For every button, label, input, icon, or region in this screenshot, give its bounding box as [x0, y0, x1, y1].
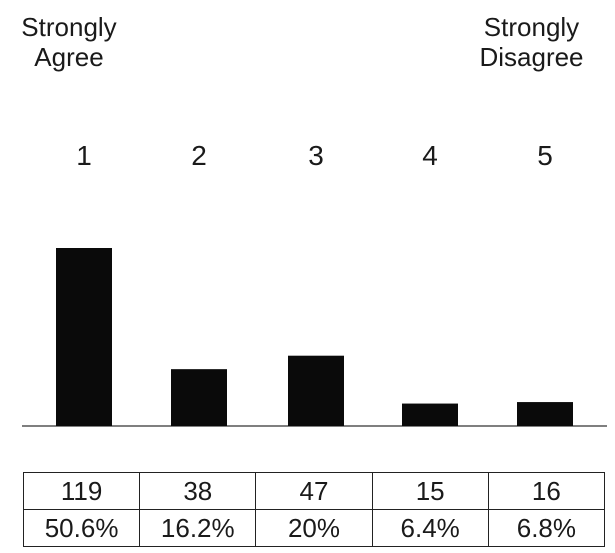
percent-cell-4: 6.4% — [371, 509, 489, 547]
count-cell-2: 38 — [139, 472, 257, 510]
scale-number-5: 5 — [537, 140, 553, 171]
strongly-disagree-line1: Strongly — [483, 12, 580, 42]
count-row: 119 38 47 15 16 — [22, 472, 606, 510]
bar-3 — [288, 355, 344, 426]
percent-cell-2: 16.2% — [139, 509, 257, 547]
percent-cell-3: 20% — [255, 509, 373, 547]
count-cell-3: 47 — [255, 472, 373, 510]
strongly-agree-line1: Strongly — [21, 12, 117, 42]
strongly-agree-line2: Agree — [34, 42, 104, 72]
scale-number-4: 4 — [422, 140, 438, 171]
strongly-disagree-line2: Disagree — [479, 42, 584, 72]
count-cell-5: 16 — [487, 472, 606, 510]
strongly-disagree-label: Strongly Disagree — [464, 12, 599, 72]
count-cell-1: 119 — [22, 472, 141, 510]
strongly-agree-label: Strongly Agree — [6, 12, 132, 72]
bars-group — [56, 248, 573, 426]
bar-5 — [517, 402, 573, 426]
scale-number-2: 2 — [191, 140, 207, 171]
response-table: 119 38 47 15 16 50.6% 16.2% 20% 6.4% 6.8… — [22, 472, 606, 547]
scale-number-1: 1 — [76, 140, 92, 171]
bar-2 — [171, 369, 227, 426]
bar-4 — [402, 403, 458, 426]
count-cell-4: 15 — [371, 472, 489, 510]
percent-row: 50.6% 16.2% 20% 6.4% 6.8% — [22, 509, 606, 547]
bar-1 — [56, 248, 112, 426]
percent-cell-1: 50.6% — [22, 509, 141, 547]
percent-cell-5: 6.8% — [487, 509, 606, 547]
scale-number-3: 3 — [308, 140, 324, 171]
